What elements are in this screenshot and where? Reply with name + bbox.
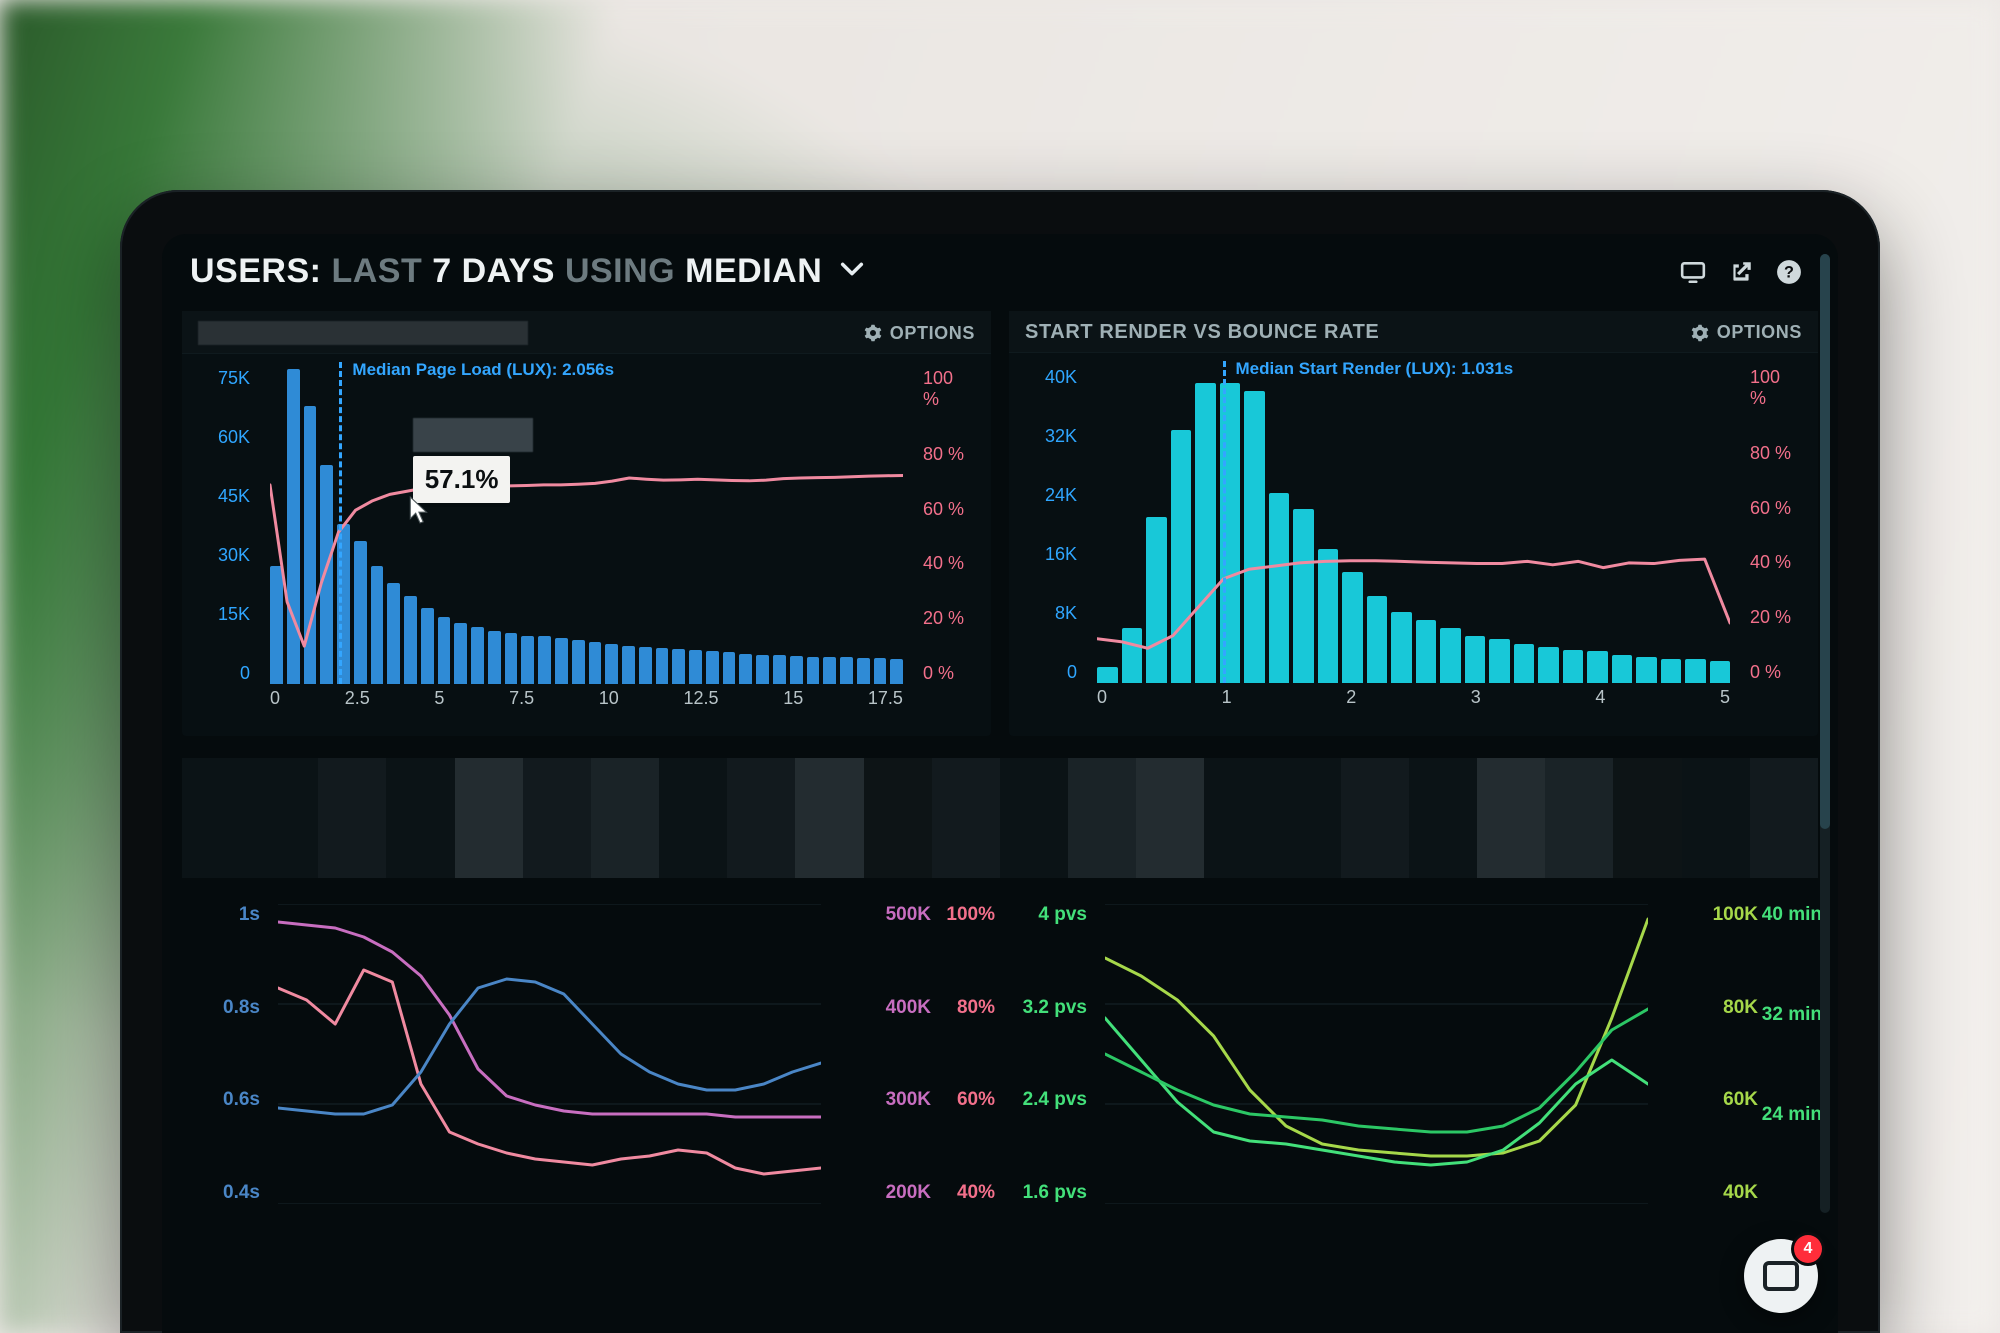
plot-area[interactable] <box>278 904 821 1204</box>
help-icon[interactable]: ? <box>1776 259 1802 285</box>
median-marker: Median Start Render (LUX): 1.031s <box>1223 361 1226 683</box>
panel-page-load: OPTIONS 75K60K45K30K15K0 100 %80 %60 %40… <box>182 311 991 736</box>
y-axis-right: 100 %80 %60 %40 %20 %0 % <box>913 368 973 684</box>
line-overlay <box>1097 367 1730 683</box>
panel-header: START RENDER VS BOUNCE RATE OPTIONS <box>1009 311 1818 353</box>
plot-area: Median Start Render (LUX): 1.031s <box>1097 367 1730 683</box>
panel-header: OPTIONS <box>182 311 991 354</box>
y-axis-left: 1s0.8s0.6s0.4s <box>188 904 272 1204</box>
panel-options-button[interactable]: OPTIONS <box>864 323 975 344</box>
title-seg: USERS: <box>190 252 321 291</box>
scroll-thumb[interactable] <box>1820 254 1830 829</box>
title-seg: MEDIAN <box>685 252 822 291</box>
panel-title: START RENDER VS BOUNCE RATE <box>1025 321 1379 344</box>
x-axis: 02.557.51012.51517.5 <box>270 688 903 716</box>
laptop-bezel: USERS: LAST 7 DAYS USING MEDIAN ? <box>120 190 1880 1333</box>
chevron-down-icon <box>838 255 866 288</box>
top-panels: OPTIONS 75K60K45K30K15K0 100 %80 %60 %40… <box>162 305 1838 736</box>
chat-badge: 4 <box>1794 1235 1822 1263</box>
tooltip-header-redacted <box>413 418 533 452</box>
plot-area[interactable] <box>1105 904 1648 1204</box>
share-icon[interactable] <box>1728 259 1754 285</box>
panel-options-button[interactable]: OPTIONS <box>1691 322 1802 343</box>
line-chart <box>278 904 821 1204</box>
panel-options-label: OPTIONS <box>1717 322 1802 343</box>
panel-bottom-left: 1s0.8s0.6s0.4s 500K400K300K200K 100%80%6… <box>182 884 991 1224</box>
dashboard-screen: USERS: LAST 7 DAYS USING MEDIAN ? <box>162 234 1838 1333</box>
y-axis-left: 75K60K45K30K15K0 <box>200 368 260 684</box>
monitor-icon[interactable] <box>1680 259 1706 285</box>
plot-area: Median Page Load (LUX): 2.056s 57.1% <box>270 368 903 684</box>
y-axis-right-b: 40 min32 min24 min <box>1738 904 1822 1204</box>
chart-page-load[interactable]: 75K60K45K30K15K0 100 %80 %60 %40 %20 %0 … <box>200 360 973 728</box>
median-label: Median Page Load (LUX): 2.056s <box>352 360 614 380</box>
median-marker: Median Page Load (LUX): 2.056s <box>339 362 342 684</box>
line-overlay <box>270 368 903 684</box>
panel-bottom-right: 4 pvs3.2 pvs2.4 pvs1.6 pvs 100K80K60K40K… <box>1009 884 1818 1224</box>
gear-icon <box>1691 324 1709 342</box>
title-seg: LAST <box>331 252 422 291</box>
title-seg: USING <box>565 252 675 291</box>
median-label: Median Start Render (LUX): 1.031s <box>1236 359 1514 379</box>
gear-icon <box>864 324 882 342</box>
x-axis: 012345 <box>1097 687 1730 715</box>
svg-text:?: ? <box>1784 263 1794 281</box>
scrollbar[interactable] <box>1820 254 1830 1213</box>
chart-start-render[interactable]: 40K32K24K16K8K0 100 %80 %60 %40 %20 %0 %… <box>1027 359 1800 727</box>
header-actions: ? <box>1680 259 1802 285</box>
line-chart <box>1105 904 1648 1204</box>
page-header: USERS: LAST 7 DAYS USING MEDIAN ? <box>162 234 1838 305</box>
panel-options-label: OPTIONS <box>890 323 975 344</box>
panel-title-redacted <box>198 321 528 345</box>
chat-widget[interactable]: 4 <box>1744 1239 1818 1313</box>
y-axis-right: 100 %80 %60 %40 %20 %0 % <box>1740 367 1800 683</box>
bottom-panels: 1s0.8s0.6s0.4s 500K400K300K200K 100%80%6… <box>162 884 1838 1224</box>
panel-start-render: START RENDER VS BOUNCE RATE OPTIONS 40K3… <box>1009 311 1818 736</box>
redacted-summary-row <box>182 758 1818 878</box>
y-axis-right-b: 100%80%60%40% <box>911 904 995 1204</box>
chat-bubble-icon <box>1763 1261 1799 1291</box>
title-dropdown[interactable]: USERS: LAST 7 DAYS USING MEDIAN <box>190 252 866 291</box>
title-seg: 7 DAYS <box>432 252 555 291</box>
y-axis-left: 40K32K24K16K8K0 <box>1027 367 1087 683</box>
y-axis-left: 4 pvs3.2 pvs2.4 pvs1.6 pvs <box>1015 904 1099 1204</box>
